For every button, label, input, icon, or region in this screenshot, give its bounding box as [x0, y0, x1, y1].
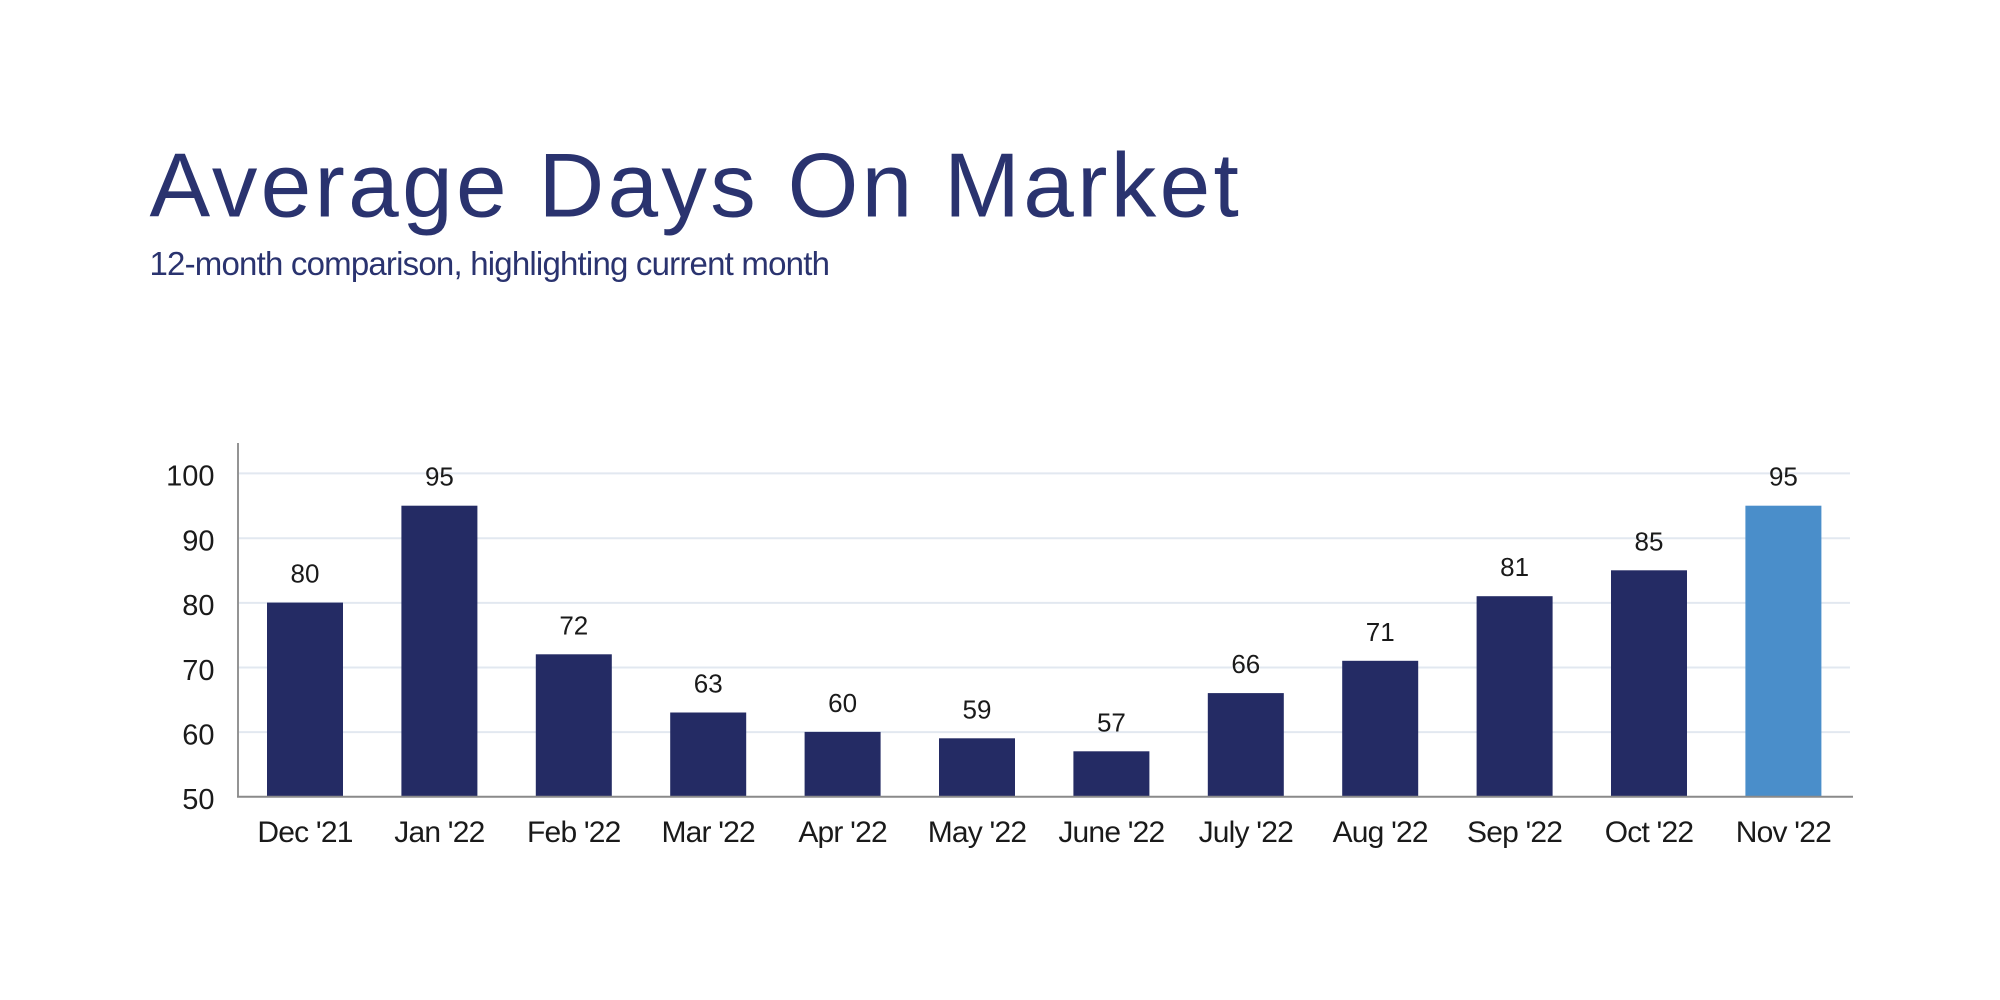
svg-text:Mar '22: Mar '22 — [661, 816, 755, 849]
svg-text:Oct '22: Oct '22 — [1605, 816, 1694, 849]
svg-text:July '22: July '22 — [1199, 816, 1293, 849]
svg-text:85: 85 — [1635, 526, 1664, 556]
svg-text:Sep '22: Sep '22 — [1467, 816, 1562, 849]
svg-text:80: 80 — [182, 590, 214, 622]
svg-text:66: 66 — [1231, 649, 1260, 679]
svg-text:Dec '21: Dec '21 — [257, 816, 352, 849]
svg-text:Aug '22: Aug '22 — [1333, 816, 1428, 849]
svg-text:100: 100 — [166, 461, 214, 493]
svg-text:81: 81 — [1500, 552, 1529, 582]
svg-text:Nov '22: Nov '22 — [1736, 816, 1831, 849]
svg-text:Apr '22: Apr '22 — [798, 816, 887, 849]
svg-text:Jan '22: Jan '22 — [394, 816, 484, 849]
svg-text:50: 50 — [182, 784, 214, 816]
svg-text:71: 71 — [1366, 617, 1395, 647]
svg-text:Feb '22: Feb '22 — [527, 816, 621, 849]
svg-text:63: 63 — [694, 669, 723, 699]
svg-text:Average Days On Market: Average Days On Market — [150, 136, 1243, 237]
svg-text:60: 60 — [182, 719, 214, 751]
svg-text:12-month comparison, highlight: 12-month comparison, highlighting curren… — [150, 245, 830, 282]
svg-text:70: 70 — [182, 655, 214, 687]
svg-text:60: 60 — [828, 688, 857, 718]
svg-text:59: 59 — [963, 694, 992, 724]
svg-text:80: 80 — [291, 559, 320, 589]
svg-text:90: 90 — [182, 526, 214, 558]
svg-text:95: 95 — [425, 462, 454, 492]
svg-text:95: 95 — [1769, 462, 1798, 492]
svg-text:72: 72 — [559, 610, 588, 640]
svg-text:57: 57 — [1097, 707, 1126, 737]
svg-text:June '22: June '22 — [1058, 816, 1164, 849]
svg-text:May '22: May '22 — [928, 816, 1027, 849]
